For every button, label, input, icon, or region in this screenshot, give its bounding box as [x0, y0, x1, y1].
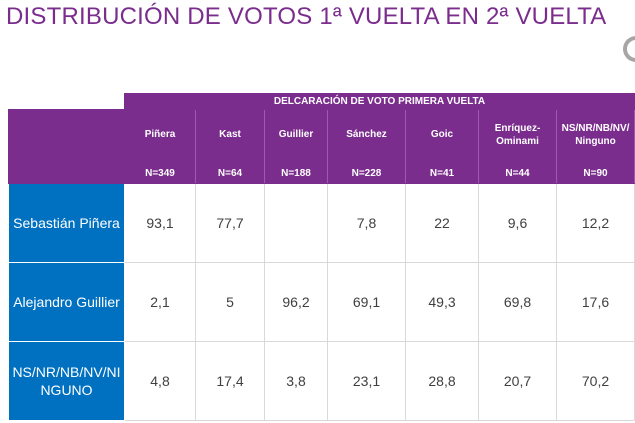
- column-n: N=64: [217, 168, 243, 179]
- table-cell: 22: [405, 183, 479, 263]
- table-cell: 2,1: [124, 262, 196, 342]
- table-cell: 93,1: [124, 183, 196, 263]
- table-cell: 12,2: [555, 183, 635, 263]
- table-cell: 3,8: [264, 341, 328, 421]
- column-header-kast: Kast N=64: [195, 109, 265, 184]
- column-header-goic: Goic N=41: [405, 109, 479, 184]
- table-cell: 96,2: [264, 262, 328, 342]
- column-label: Goic: [430, 129, 454, 140]
- column-label: Piñera: [144, 129, 176, 140]
- column-label: Kast: [219, 129, 241, 140]
- table-cell: 69,1: [327, 262, 406, 342]
- table-corner-cell: [8, 109, 125, 184]
- circle-arc-icon: [623, 36, 635, 62]
- table-row: NS/NR/NB/NV/NINGUNO 4,8 17,4 3,8 23,1 28…: [8, 341, 635, 421]
- column-header-enriquez-ominami: Enríquez-Ominami N=44: [478, 109, 557, 184]
- row-header-guillier: Alejandro Guillier: [8, 262, 125, 342]
- column-label: Sánchez: [346, 129, 387, 140]
- table-cell: 5: [195, 262, 265, 342]
- column-header-pinera: Piñera N=349: [124, 109, 196, 184]
- table-cell: 17,6: [555, 262, 635, 342]
- table-corner-blank: [8, 93, 125, 110]
- table-cell: 4,8: [124, 341, 196, 421]
- table-cell: 28,8: [405, 341, 479, 421]
- vote-distribution-table: DELCARACIÓN DE VOTO PRIMERA VUELTA Piñer…: [8, 93, 635, 421]
- column-n: N=188: [281, 168, 311, 179]
- column-label: NS/NR/NB/NV/Ninguno: [561, 123, 630, 147]
- column-header-ninguno: NS/NR/NB/NV/Ninguno N=90: [555, 109, 635, 184]
- column-label: Guillier: [278, 129, 314, 140]
- column-header-sanchez: Sánchez N=228: [327, 109, 406, 184]
- row-header-ninguno: NS/NR/NB/NV/NINGUNO: [8, 341, 125, 421]
- table-cell: 23,1: [327, 341, 406, 421]
- table-cell: 20,7: [478, 341, 557, 421]
- table-row: Alejandro Guillier 2,1 5 96,2 69,1 49,3 …: [8, 262, 635, 342]
- column-n: N=228: [351, 168, 382, 179]
- table-cell: 9,6: [478, 183, 557, 263]
- table-banner: DELCARACIÓN DE VOTO PRIMERA VUELTA: [123, 93, 635, 110]
- table-cell: 77,7: [195, 183, 265, 263]
- table-cell: 17,4: [195, 341, 265, 421]
- row-header-pinera: Sebastián Piñera: [8, 183, 125, 263]
- column-header-guillier: Guillier N=188: [264, 109, 328, 184]
- column-n: N=44: [505, 168, 530, 179]
- column-n: N=349: [145, 168, 175, 179]
- table-row: Sebastián Piñera 93,1 77,7 7,8 22 9,6 12…: [8, 183, 635, 263]
- column-n: N=41: [429, 168, 455, 179]
- table-cell: [264, 183, 328, 263]
- table-cell: 7,8: [327, 183, 406, 263]
- column-label: Enríquez-Ominami: [494, 123, 541, 147]
- slide-title: DISTRIBUCIÓN DE VOTOS 1ª VUELTA EN 2ª VU…: [6, 3, 607, 30]
- table-cell: 69,8: [478, 262, 557, 342]
- table-cell: 70,2: [555, 341, 635, 421]
- table-cell: 49,3: [405, 262, 479, 342]
- column-n: N=90: [583, 168, 608, 179]
